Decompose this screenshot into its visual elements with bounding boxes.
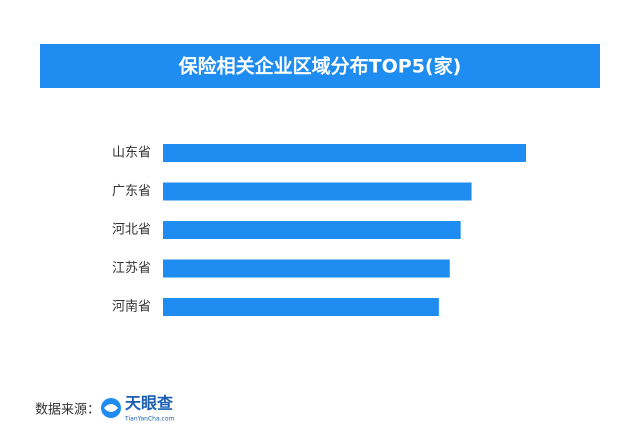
brand-name: 天眼查: [125, 394, 173, 413]
brand-site: TianYanCha.com: [124, 416, 174, 423]
bar: [163, 144, 526, 162]
title-banner: [40, 44, 600, 88]
y-tick-label: 广东省: [112, 184, 151, 199]
bar: [163, 259, 450, 278]
bar: [163, 221, 461, 239]
y-tick-label: 河北省: [112, 223, 151, 238]
brand-logo: 天眼查 TianYanCha.com: [101, 394, 174, 423]
chart-title: 保险相关企业区域分布TOP5(家): [178, 55, 462, 78]
y-tick-label: 江苏省: [112, 260, 151, 276]
y-tick-label: 河南省: [112, 299, 151, 315]
logo-eye: [104, 404, 118, 412]
source-label: 数据来源：: [35, 403, 100, 418]
bar: [163, 182, 472, 201]
bar: [163, 298, 439, 316]
y-tick-label: 山东省: [112, 146, 151, 161]
